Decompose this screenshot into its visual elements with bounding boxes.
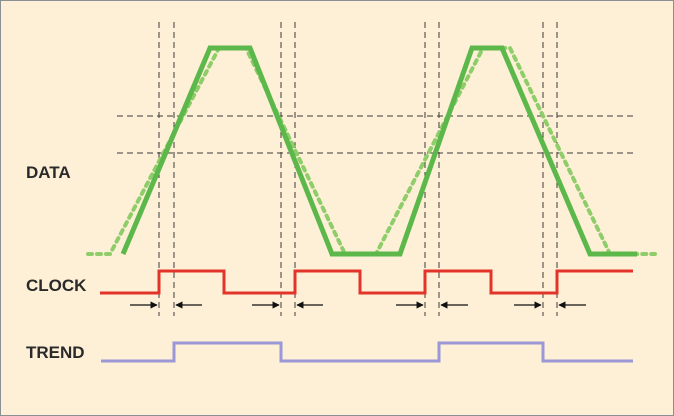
- data-signal-dotted-trace: [88, 48, 655, 254]
- data-signal-trace: [123, 48, 637, 254]
- trend-label: TREND: [26, 343, 85, 362]
- trend-signal-trace: [101, 343, 633, 361]
- clock-signal-trace: [100, 271, 633, 293]
- data-label: DATA: [26, 163, 71, 182]
- clock-label: CLOCK: [26, 276, 87, 295]
